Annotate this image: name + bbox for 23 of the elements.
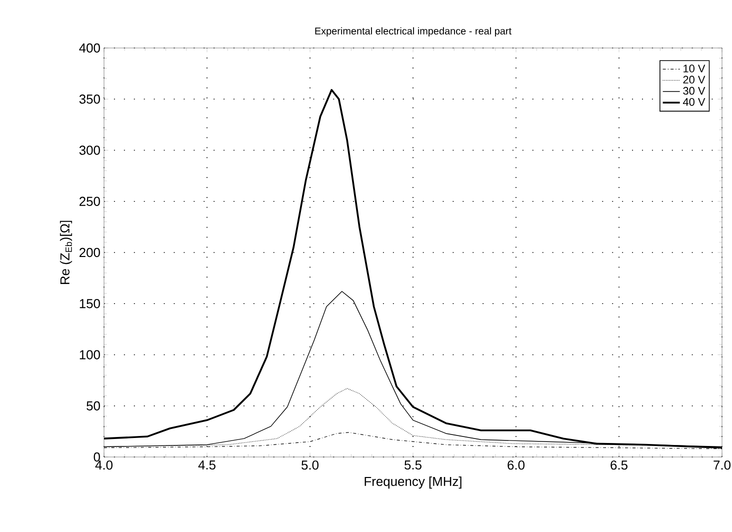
y-tick-label: 150 (80, 299, 100, 308)
x-tick-label: 5.0 (302, 460, 319, 470)
x-tick-label: 7.0 (714, 460, 731, 470)
y-tick-label: 0 (94, 452, 100, 462)
legend-label: 30 V (683, 86, 706, 95)
x-axis-title: Frequency [MHz] (364, 476, 462, 489)
y-tick-label: 200 (80, 248, 100, 258)
legend-label: 20 V (683, 76, 706, 84)
y-tick-label: 350 (79, 94, 100, 104)
x-tick-label: 6.5 (610, 460, 628, 470)
y-tick-label: 50 (86, 401, 100, 410)
legend-label: 40 V (682, 98, 706, 106)
x-tick-label: 5.5 (404, 460, 422, 470)
y-tick-label: 250 (80, 196, 100, 206)
x-tick-label: 6.0 (508, 460, 525, 470)
chart-title: Experimental electrical impedance - real part (315, 27, 512, 36)
x-tick-label: 4.5 (198, 460, 216, 470)
y-tick-label: 300 (79, 146, 100, 155)
y-tick-label: 400 (79, 43, 100, 53)
legend-label: 10 V (684, 64, 706, 72)
y-axis-title: Re (Z$_{Eb}$)[Ω] (60, 220, 72, 284)
y-tick-label: 100 (80, 350, 100, 360)
x-tick-label: 4.0 (95, 460, 113, 470)
